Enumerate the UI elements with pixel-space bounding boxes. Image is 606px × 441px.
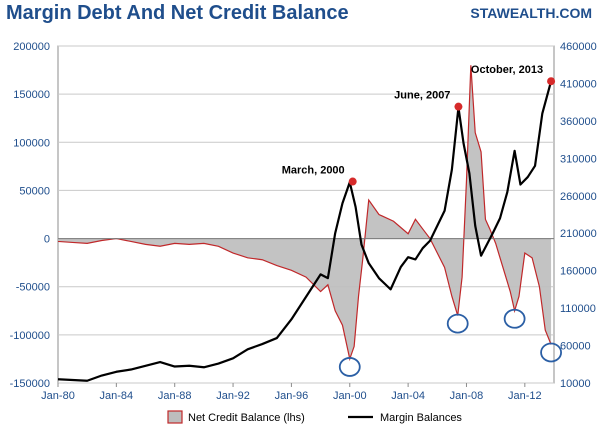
highlight-circle xyxy=(540,342,562,363)
legend: Net Credit Balance (lhs) Margin Balances xyxy=(167,410,462,424)
y-left-tick-label: 150000 xyxy=(13,89,50,101)
y-left-tick-label: -150000 xyxy=(10,378,50,390)
margin-balances-line xyxy=(57,80,553,382)
x-tick-label: Jan-08 xyxy=(450,390,484,402)
peak-marker xyxy=(348,177,357,186)
peak-label: October, 2013 xyxy=(471,64,543,76)
peak-label: June, 2007 xyxy=(394,90,450,102)
y-right-tick-label: 410000 xyxy=(560,78,597,90)
left-axis: 200000 150000 100000 50000 0 -50000 -100000 -15… xyxy=(10,41,50,390)
y-left-tick-label: -50000 xyxy=(16,282,50,294)
y-left-tick-label: 200000 xyxy=(13,41,50,53)
net-credit-area xyxy=(58,65,552,359)
legend-swatch-net-credit xyxy=(167,410,183,424)
brand-label: STAWEALTH.COM xyxy=(470,5,592,21)
x-tick-label: Jan-88 xyxy=(158,390,192,402)
annotations: March, 2000 June, 2007 October, 2013 xyxy=(282,64,562,377)
y-right-tick-label: 10000 xyxy=(560,378,591,390)
x-tick-label: Jan-12 xyxy=(508,390,542,402)
chart-title: Margin Debt And Net Credit Balance xyxy=(6,2,349,24)
x-tick-label: Jan-04 xyxy=(391,390,425,402)
highlight-circle xyxy=(338,357,361,377)
x-tick-label: Jan-92 xyxy=(216,390,250,402)
x-tick-label: Jan-00 xyxy=(333,390,367,402)
y-left-tick-label: 100000 xyxy=(13,137,50,149)
x-tick-label: Jan-96 xyxy=(275,390,309,402)
x-tick-label: Jan-84 xyxy=(100,390,134,402)
peak-marker xyxy=(454,102,463,111)
y-right-tick-label: 210000 xyxy=(560,228,597,240)
y-right-tick-label: 60000 xyxy=(560,341,591,353)
y-right-tick-label: 110000 xyxy=(560,303,596,315)
highlight-circle xyxy=(446,313,469,334)
y-right-tick-label: 160000 xyxy=(560,266,597,278)
y-left-tick-label: -100000 xyxy=(10,330,50,342)
y-right-tick-label: 460000 xyxy=(560,41,597,53)
y-left-tick-label: 0 xyxy=(44,234,50,246)
peak-label: March, 2000 xyxy=(282,165,345,177)
x-tick-label: Jan-80 xyxy=(41,390,75,402)
y-right-tick-label: 310000 xyxy=(560,153,597,165)
peak-marker xyxy=(547,77,556,86)
y-right-tick-label: 260000 xyxy=(560,191,597,203)
right-axis: 460000 410000 360000 310000 260000 210000 1600… xyxy=(560,41,597,390)
legend-label-net-credit: Net Credit Balance (lhs) xyxy=(188,412,305,424)
y-right-tick-label: 360000 xyxy=(560,116,597,128)
series-layer xyxy=(57,65,554,382)
x-axis: Jan-80 Jan-84 Jan-88 Jan-92 Jan-96 Jan-00 Jan-… xyxy=(41,383,542,402)
y-left-tick-label: 50000 xyxy=(19,185,50,197)
net-credit-line xyxy=(57,65,552,362)
legend-label-margin: Margin Balances xyxy=(380,412,462,424)
highlight-circle xyxy=(503,308,526,329)
